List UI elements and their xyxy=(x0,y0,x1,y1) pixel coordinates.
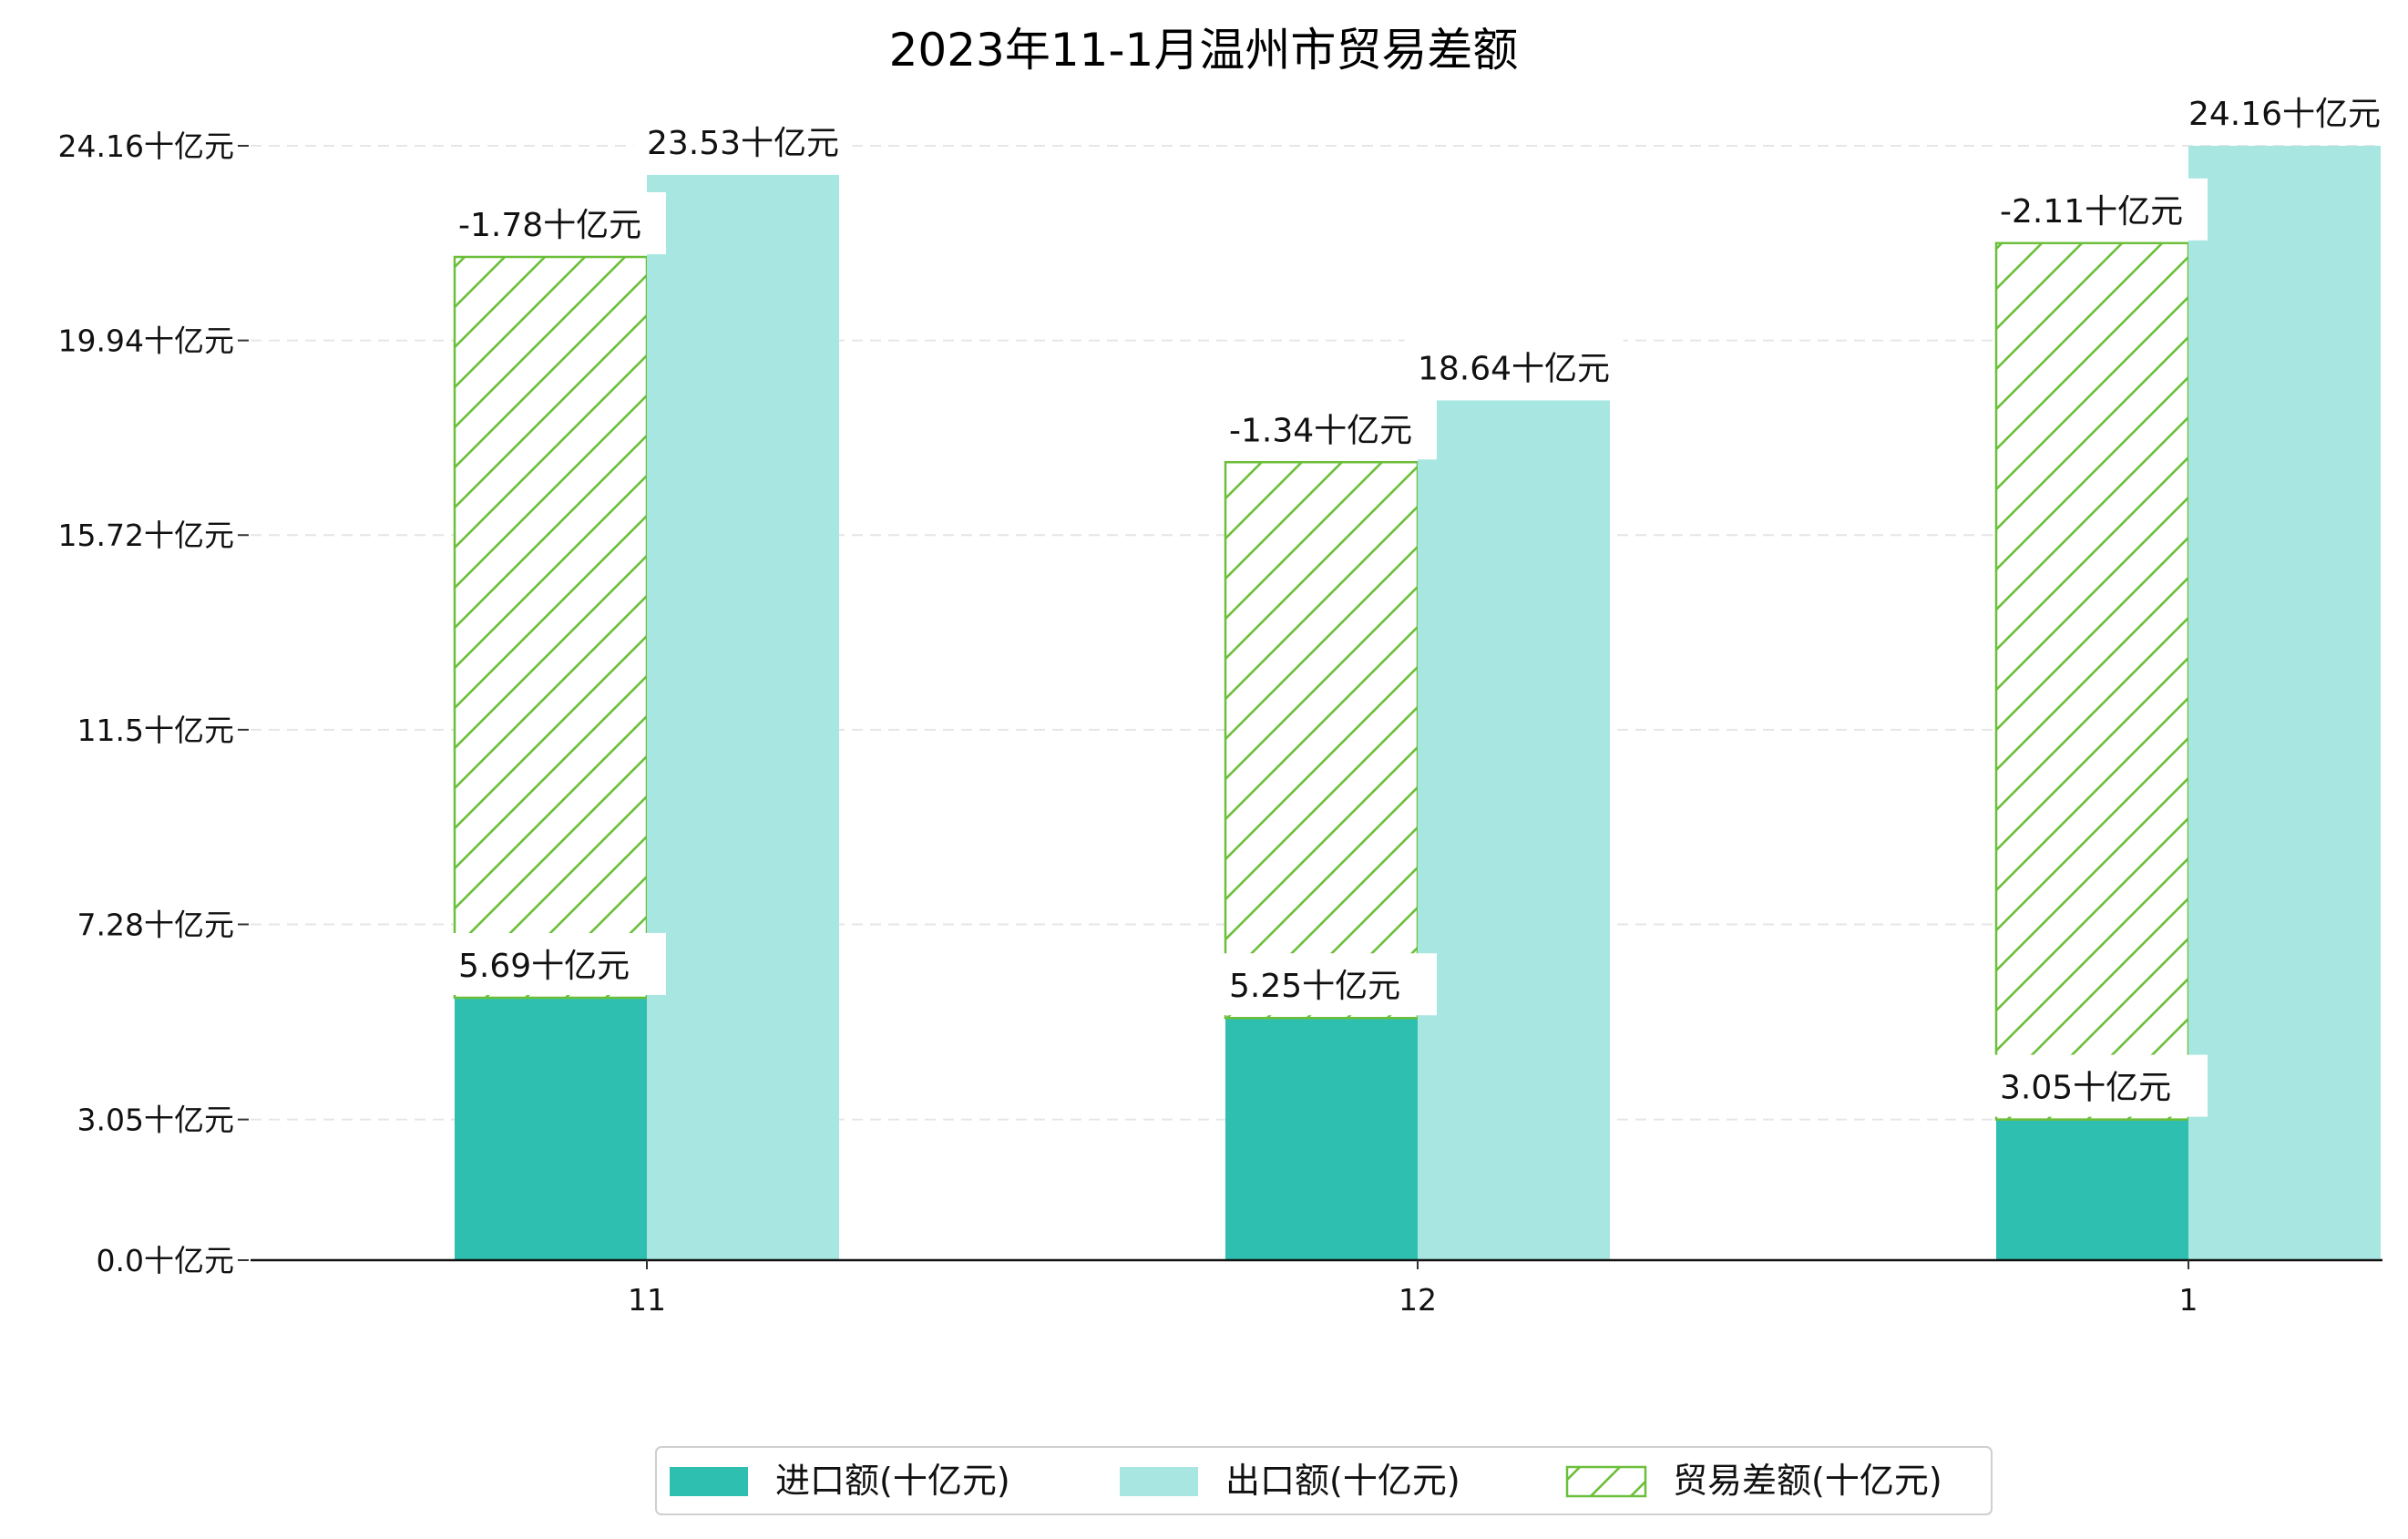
x-tick-label: 1 xyxy=(2179,1282,2198,1318)
bar-import xyxy=(455,997,647,1260)
bar-export xyxy=(647,174,839,1261)
y-tick-label: 19.94十亿元 xyxy=(58,323,234,359)
legend-box xyxy=(655,1446,1993,1515)
label-export-bg xyxy=(633,109,853,172)
label-balance-bg xyxy=(1218,397,1437,460)
label-balance-bg xyxy=(1989,178,2208,241)
label-import-bg xyxy=(447,932,666,995)
legend-label: 进口额(十亿元) xyxy=(775,1461,1010,1501)
bar-import xyxy=(1996,1119,2188,1260)
y-tick-label: 3.05十亿元 xyxy=(77,1103,234,1138)
label-import: 3.05十亿元 xyxy=(2000,1070,2171,1107)
bar-balance xyxy=(1224,461,1419,1020)
y-tick-label: 7.28十亿元 xyxy=(77,907,234,942)
bar-balance xyxy=(1994,241,2190,1121)
y-tick-label: 0.0十亿元 xyxy=(97,1243,234,1278)
label-balance: -1.78十亿元 xyxy=(458,207,641,244)
chart-title: 2023年11-1月温州市贸易差额 xyxy=(889,24,1519,77)
bar-import xyxy=(1225,1018,1418,1260)
x-tick-label: 11 xyxy=(628,1282,666,1318)
bars xyxy=(453,146,2381,1261)
bar-export xyxy=(1418,400,1610,1261)
y-tick-label: 15.72十亿元 xyxy=(58,518,234,553)
y-tick-label: 11.5十亿元 xyxy=(77,713,234,748)
legend-swatch xyxy=(1120,1467,1198,1496)
data-labels: 23.53十亿元 -1.78十亿元 5.69十亿元 18.64十亿元-1.34十亿元 5… xyxy=(447,81,2394,1117)
label-export-bg xyxy=(1404,335,1624,398)
legend-label: 出口额(十亿元) xyxy=(1225,1461,1460,1501)
y-tick-label: 24.16十亿元 xyxy=(58,128,234,164)
label-export: 23.53十亿元 xyxy=(647,125,839,162)
label-import: 5.25十亿元 xyxy=(1229,968,1400,1005)
label-export-bg xyxy=(2175,81,2394,143)
legend: 进口额(十亿元) 出口额(十亿元) 贸易差额(十亿元) xyxy=(655,1446,1993,1515)
legend-swatch xyxy=(670,1467,748,1496)
label-export: 18.64十亿元 xyxy=(1418,350,1610,387)
axes: 0.0十亿元 3.05十亿元 7.28十亿元 11.5十亿元 15.72十亿元 19.94… xyxy=(58,128,2382,1318)
label-import-bg xyxy=(1989,1054,2208,1117)
label-export: 24.16十亿元 xyxy=(2188,96,2381,133)
bar-balance xyxy=(453,255,649,1000)
x-tick-label: 12 xyxy=(1399,1282,1437,1318)
label-import-bg xyxy=(1218,953,1437,1016)
legend-label: 贸易差额(十亿元) xyxy=(1673,1461,1942,1501)
label-balance: -2.11十亿元 xyxy=(2000,193,2183,231)
label-balance-bg xyxy=(447,191,666,254)
label-balance: -1.34十亿元 xyxy=(1229,412,1412,449)
bar-export xyxy=(2188,146,2381,1260)
legend-swatch xyxy=(1565,1465,1647,1498)
label-import: 5.69十亿元 xyxy=(458,948,630,985)
